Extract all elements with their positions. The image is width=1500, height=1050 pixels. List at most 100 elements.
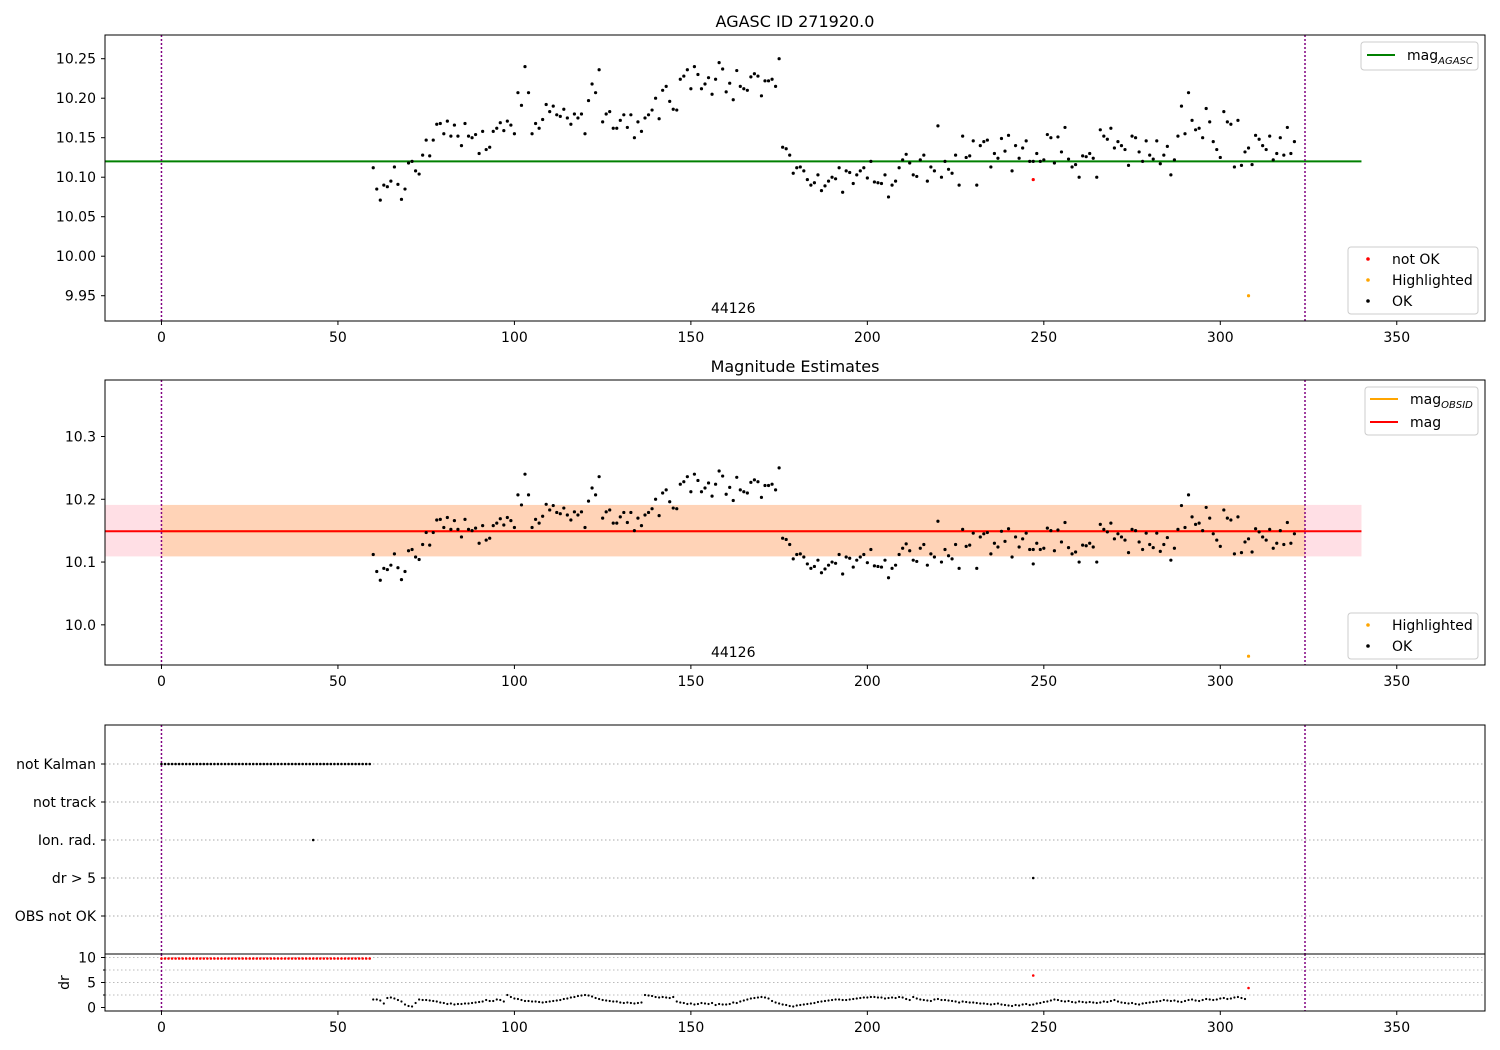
ok-point bbox=[809, 566, 813, 570]
ok-point bbox=[968, 154, 972, 158]
ok-point bbox=[886, 576, 891, 580]
ok-point bbox=[382, 183, 386, 187]
ok-point bbox=[766, 483, 771, 488]
ok-point bbox=[675, 108, 679, 112]
ok-point bbox=[876, 564, 880, 569]
dr-point bbox=[598, 997, 601, 1001]
dr-point bbox=[689, 1002, 692, 1005]
ok-point bbox=[403, 187, 407, 191]
ok-point bbox=[1169, 558, 1173, 562]
dr-point bbox=[767, 997, 770, 1000]
y-tick-label: 10.25 bbox=[56, 52, 96, 68]
ok-point bbox=[1073, 162, 1078, 167]
ok-point bbox=[915, 559, 919, 564]
ok-point bbox=[636, 120, 640, 124]
ok-point bbox=[646, 113, 651, 117]
flag-point bbox=[283, 762, 287, 766]
ok-point bbox=[385, 185, 389, 189]
dr-point bbox=[700, 1001, 703, 1005]
dr-point bbox=[763, 996, 767, 999]
ok-point bbox=[445, 119, 449, 123]
ok-point bbox=[593, 493, 598, 497]
dr-point bbox=[559, 998, 562, 1002]
ok-point bbox=[1261, 535, 1265, 539]
ok-point bbox=[1148, 542, 1152, 547]
ok-point bbox=[918, 546, 922, 550]
ok-point bbox=[562, 107, 566, 111]
dr-point bbox=[739, 1000, 742, 1003]
ok-point bbox=[1109, 126, 1113, 130]
flag-point bbox=[280, 762, 283, 766]
flag-point bbox=[276, 762, 280, 766]
legend-markers: Highlighted OK bbox=[1347, 612, 1479, 660]
dr-point bbox=[629, 1001, 632, 1005]
ok-point bbox=[738, 84, 742, 88]
ok-point bbox=[752, 478, 757, 482]
dr-point bbox=[562, 997, 565, 1001]
ok-point bbox=[1208, 516, 1212, 520]
legend-marker bbox=[1366, 257, 1370, 261]
ok-point bbox=[650, 108, 654, 112]
dr-point bbox=[965, 1000, 968, 1004]
ok-point bbox=[756, 480, 760, 484]
ok-point bbox=[505, 119, 509, 123]
ok-point bbox=[826, 179, 831, 183]
ok-point bbox=[1105, 137, 1109, 141]
y-tick-label: 10.1 bbox=[65, 555, 96, 571]
ok-point bbox=[1285, 125, 1289, 130]
ok-point bbox=[971, 139, 975, 143]
ok-point bbox=[452, 519, 457, 523]
ok-point bbox=[682, 480, 686, 484]
ok-point bbox=[1095, 560, 1099, 564]
dr-point bbox=[608, 999, 611, 1003]
x-tick-label: 300 bbox=[1207, 1020, 1234, 1036]
ok-point bbox=[551, 104, 555, 108]
ok-point bbox=[516, 493, 520, 497]
dr-saturated-point bbox=[244, 957, 248, 960]
dr-saturated-point bbox=[174, 957, 177, 960]
ok-point bbox=[724, 90, 728, 94]
ok-point bbox=[1133, 529, 1138, 533]
dr-point bbox=[1053, 998, 1056, 1001]
dr-point bbox=[1032, 1003, 1035, 1006]
ok-point bbox=[438, 517, 442, 521]
dr-point bbox=[442, 1001, 445, 1005]
ok-point bbox=[530, 132, 534, 136]
ok-point bbox=[703, 82, 707, 86]
ok-point bbox=[1176, 134, 1180, 138]
ok-point bbox=[872, 564, 877, 568]
ok-point bbox=[886, 195, 891, 199]
dr-point bbox=[1095, 1001, 1098, 1005]
ok-point bbox=[929, 552, 933, 556]
ok-point bbox=[1229, 518, 1233, 522]
ok-point bbox=[1063, 125, 1067, 130]
legend-label-sub: OBSID bbox=[1441, 400, 1473, 411]
dr-point bbox=[478, 1000, 481, 1004]
ok-point bbox=[819, 571, 824, 575]
ok-point bbox=[502, 128, 506, 133]
ok-point bbox=[929, 165, 933, 169]
dr-point bbox=[785, 1003, 788, 1007]
ok-point bbox=[946, 167, 951, 171]
axes-frame bbox=[104, 34, 1486, 322]
dr-point bbox=[1025, 1002, 1028, 1006]
ok-point bbox=[431, 530, 435, 535]
ok-point bbox=[1045, 132, 1049, 137]
dr-saturated-point bbox=[255, 957, 259, 960]
ok-point bbox=[685, 475, 689, 479]
ok-point bbox=[1208, 120, 1212, 124]
dr-point bbox=[1039, 1001, 1042, 1005]
flag-point bbox=[177, 762, 181, 766]
dr-point bbox=[979, 1002, 982, 1005]
ok-point bbox=[791, 557, 795, 561]
ok-point bbox=[1278, 529, 1282, 533]
ok-point bbox=[763, 79, 767, 83]
dr-point bbox=[1074, 1001, 1077, 1004]
dr-point bbox=[658, 996, 661, 999]
ok-point bbox=[717, 469, 721, 473]
ok-point bbox=[961, 134, 965, 138]
ok-point bbox=[710, 92, 714, 96]
ok-point bbox=[565, 116, 569, 120]
dr-point bbox=[936, 997, 940, 1001]
dr-point bbox=[725, 1003, 728, 1006]
